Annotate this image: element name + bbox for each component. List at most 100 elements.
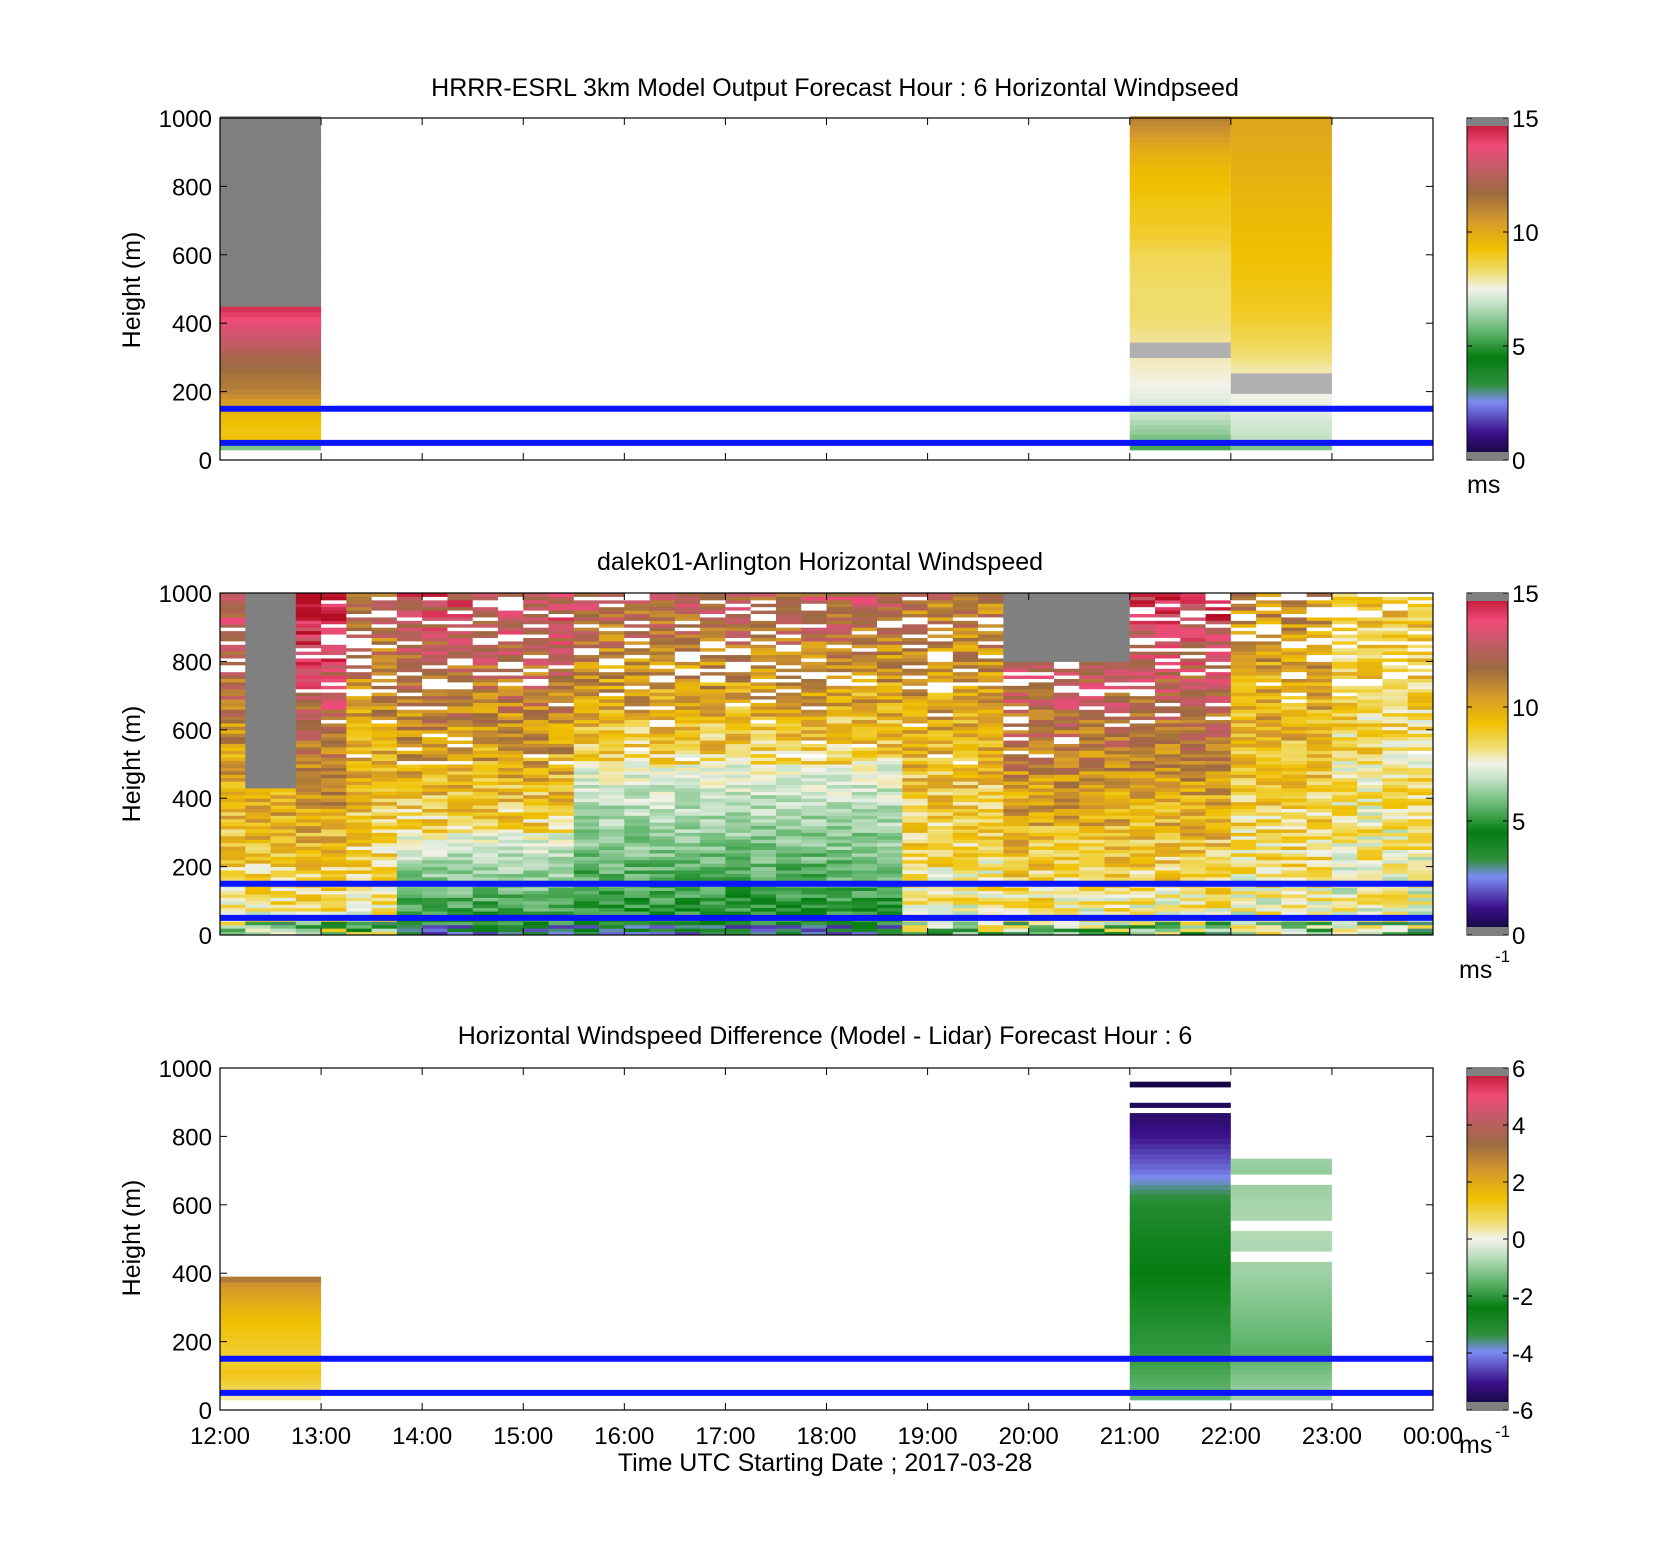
heatmap-cell	[1079, 852, 1105, 857]
heatmap-cell	[346, 774, 373, 779]
heatmap-cell	[472, 757, 499, 762]
heatmap-cell	[245, 911, 272, 915]
heatmap-cell	[1104, 722, 1131, 727]
heatmap-cell	[1382, 767, 1409, 772]
heatmap-cell	[245, 593, 272, 597]
heatmap-cell	[1028, 924, 1055, 929]
heatmap-cell	[978, 627, 1004, 632]
heatmap-cell	[1306, 856, 1333, 861]
heatmap-cell	[826, 661, 853, 666]
heatmap-cell	[1306, 695, 1333, 700]
heatmap-cell	[1028, 897, 1055, 902]
heatmap-cell	[851, 661, 878, 666]
heatmap-cell	[220, 699, 246, 703]
heatmap-cell	[1256, 681, 1282, 686]
heatmap-cell	[624, 870, 651, 874]
heatmap-cell	[396, 634, 423, 638]
heatmap-cell	[1079, 702, 1105, 707]
heatmap-cell	[371, 760, 398, 765]
heatmap-cell	[1180, 596, 1207, 601]
heatmap-cell	[1104, 644, 1131, 649]
heatmap-cell	[877, 870, 903, 874]
heatmap-cell	[826, 743, 853, 748]
heatmap-cell	[1230, 610, 1257, 615]
heatmap-cell	[346, 657, 373, 662]
heatmap-cell	[321, 623, 347, 628]
heatmap-cell	[851, 777, 878, 782]
heatmap-cell	[1079, 620, 1105, 625]
heatmap-cell	[775, 904, 802, 909]
heatmap-cell	[270, 705, 297, 710]
heatmap-cell	[1079, 671, 1105, 676]
heatmap-cell	[750, 634, 777, 638]
heatmap-cell	[321, 695, 347, 700]
heatmap-cell	[295, 870, 322, 874]
heatmap-cell	[447, 675, 474, 679]
heatmap-cell	[295, 815, 322, 820]
heatmap-cell	[1205, 647, 1232, 652]
heatmap-cell	[1281, 805, 1308, 809]
heatmap-cell	[952, 777, 979, 782]
heatmap-cell	[1129, 131, 1231, 138]
heatmap-cell	[245, 719, 272, 724]
heatmap-cell	[1129, 657, 1156, 662]
heatmap-cell	[1205, 794, 1232, 799]
heatmap-cell	[1230, 654, 1257, 659]
heatmap-cell	[422, 750, 448, 755]
heatmap-cell	[1028, 787, 1055, 792]
heatmap-cell	[1028, 774, 1055, 779]
heatmap-cell	[270, 603, 297, 608]
heatmap-cell	[1331, 859, 1358, 864]
heatmap-cell	[422, 794, 448, 799]
heatmap-cell	[775, 897, 802, 902]
heatmap-cell	[1079, 657, 1105, 662]
heatmap-cell	[1155, 719, 1181, 724]
heatmap-cell	[295, 801, 322, 806]
heatmap-cell	[396, 644, 423, 649]
heatmap-cell	[1230, 647, 1257, 652]
heatmap-cell	[1129, 613, 1156, 618]
heatmap-cell	[725, 835, 752, 840]
heatmap-cell	[1180, 603, 1207, 608]
heatmap-cell	[1129, 630, 1156, 635]
heatmap-cell	[1230, 270, 1332, 276]
heatmap-cell	[396, 613, 423, 618]
heatmap-cell	[1180, 924, 1207, 929]
heatmap-cell	[523, 811, 550, 816]
heatmap-cell	[1382, 722, 1409, 727]
heatmap-cell	[1205, 876, 1232, 881]
heatmap-cell	[725, 630, 752, 635]
heatmap-cell	[1230, 121, 1332, 128]
heatmap-cell	[1256, 815, 1282, 820]
heatmap-cell	[1331, 678, 1358, 683]
heatmap-cell	[1281, 887, 1308, 892]
heatmap-cell	[1230, 743, 1257, 748]
heatmap-cell	[649, 709, 676, 714]
heatmap-cell	[1382, 651, 1409, 656]
heatmap-cell	[801, 856, 827, 861]
heatmap-cell	[649, 719, 676, 724]
heatmap-cell	[245, 928, 272, 933]
heatmap-cell	[220, 285, 322, 292]
heatmap-cell	[295, 774, 322, 779]
heatmap-cell	[1306, 603, 1333, 608]
heatmap-cell	[1079, 733, 1105, 738]
heatmap-cell	[523, 657, 550, 662]
heatmap-cell	[877, 835, 903, 840]
heatmap-cell	[270, 911, 297, 915]
heatmap-cell	[700, 897, 726, 902]
heatmap-cell	[877, 699, 903, 703]
heatmap-cell	[725, 890, 752, 895]
heatmap-cell	[548, 911, 575, 915]
heatmap-cell	[1230, 336, 1332, 343]
heatmap-cell	[750, 671, 777, 676]
heatmap-cell	[371, 647, 398, 652]
heatmap-cell	[472, 647, 499, 652]
heatmap-cell	[725, 798, 752, 803]
heatmap-cell	[1129, 596, 1156, 601]
heatmap-cell	[1306, 781, 1333, 786]
heatmap-cell	[649, 705, 676, 710]
heatmap-cell	[927, 911, 954, 915]
heatmap-cell	[573, 685, 600, 690]
heatmap-cell	[1028, 640, 1055, 645]
